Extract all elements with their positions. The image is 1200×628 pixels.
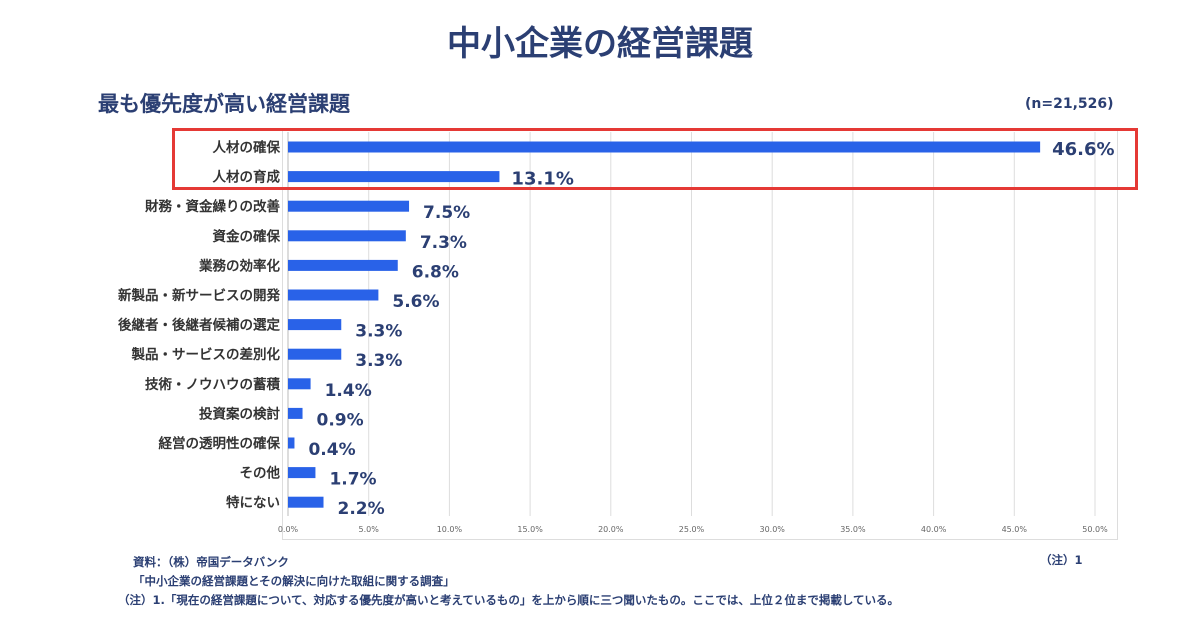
category-label: その他 <box>240 465 281 482</box>
category-label: 特にない <box>226 494 280 511</box>
source-text: 資料：（株）帝国データバンク <box>133 555 289 569</box>
data-label: 13.1% <box>511 169 573 190</box>
bar <box>288 289 379 301</box>
x-tick-label: 25.0% <box>679 525 705 534</box>
data-label: 6.8% <box>412 262 459 282</box>
page-title: 中小企業の経営課題 <box>447 24 753 64</box>
category-label: 人材の確保 <box>213 139 281 156</box>
bar <box>288 319 342 331</box>
x-tick-label: 5.0% <box>359 525 380 534</box>
bar <box>288 467 316 479</box>
category-label: 技術・ノウハウの蓄積 <box>145 376 280 393</box>
data-label: 0.4% <box>308 440 355 460</box>
x-tick-label: 40.0% <box>921 525 947 534</box>
sample-size: (n=21,526) <box>1025 96 1114 112</box>
bar <box>288 141 1041 153</box>
x-tick-label: 35.0% <box>840 525 866 534</box>
category-label: 財務・資金繰りの改善 <box>144 198 280 215</box>
bar <box>288 200 410 212</box>
category-label: 人材の育成 <box>213 169 281 186</box>
bar <box>288 407 303 419</box>
highlight-box <box>172 128 1138 190</box>
data-label: 7.3% <box>420 233 467 253</box>
bar <box>288 230 406 242</box>
category-label: 製品・サービスの差別化 <box>131 346 281 363</box>
bar <box>288 348 342 360</box>
bar <box>288 496 324 508</box>
data-label: 3.3% <box>355 322 402 342</box>
data-label: 2.2% <box>338 499 385 519</box>
bar <box>288 171 500 183</box>
data-label: 7.5% <box>423 203 470 223</box>
data-label: 46.6% <box>1052 139 1114 160</box>
data-label: 1.7% <box>329 470 376 490</box>
x-tick-label: 30.0% <box>759 525 785 534</box>
note-text: （注）1.「現在の経営課題について、対応する優先度が高いと考えているもの」を上か… <box>118 593 900 607</box>
bar <box>288 378 311 390</box>
category-label: 資金の確保 <box>213 228 281 245</box>
category-label: 業務の効率化 <box>198 257 280 274</box>
data-label: 3.3% <box>355 351 402 371</box>
data-label: 5.6% <box>392 292 439 312</box>
x-tick-label: 15.0% <box>517 525 543 534</box>
bar <box>288 437 295 449</box>
category-label: 経営の透明性の確保 <box>159 435 281 452</box>
x-tick-label: 10.0% <box>437 525 463 534</box>
bar <box>288 259 398 271</box>
x-tick-label: 0.0% <box>278 525 299 534</box>
note-ref: （注）1 <box>1040 553 1083 567</box>
category-label: 新製品・新サービスの開発 <box>118 287 280 304</box>
data-label: 0.9% <box>317 410 364 430</box>
data-label: 1.4% <box>325 381 372 401</box>
x-tick-label: 50.0% <box>1082 525 1108 534</box>
category-label: 投資案の検討 <box>199 405 280 422</box>
x-tick-label: 20.0% <box>598 525 624 534</box>
chart-title: 最も優先度が高い経営課題 <box>98 92 350 116</box>
survey-text: 「中小企業の経営課題とその解決に向けた取組に関する調査」 <box>133 574 455 588</box>
x-tick-label: 45.0% <box>1002 525 1028 534</box>
category-label: 後継者・後継者候補の選定 <box>118 317 280 334</box>
